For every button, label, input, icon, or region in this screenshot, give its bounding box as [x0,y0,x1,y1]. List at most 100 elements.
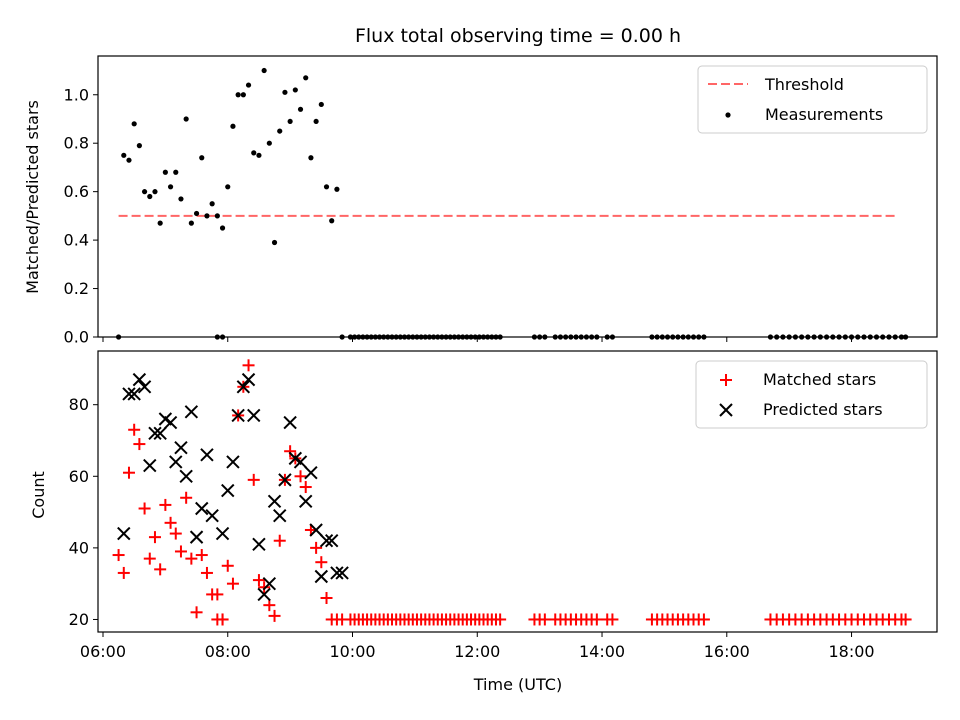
matched-stars-point [221,559,234,572]
matched-stars-point [226,577,239,590]
measurement-point [329,218,335,224]
predicted-stars-point [148,426,162,441]
measurements-legend-marker [725,112,731,118]
matched-stars-point [128,423,141,436]
predicted-stars-point [236,380,251,394]
x-tick-label: 06:00 [80,642,126,661]
measurement-point [209,201,215,207]
measurement-point [204,213,210,219]
x-tick-label: 12:00 [454,642,500,661]
predicted-stars-point [267,494,282,509]
matched-stars-point [180,491,193,504]
measurement-point [230,123,236,129]
matched-stars-point [117,566,130,579]
predicted-stars-point [335,566,349,580]
measurement-point [313,118,319,125]
predicted-stars-point [252,537,266,552]
matched-stars-point [538,613,551,626]
measurement-point [266,140,272,146]
x-tick-label: 16:00 [704,642,750,661]
measurement-point [261,67,267,74]
threshold-legend-label: Threshold [764,75,844,94]
predicted-stars-point [174,440,188,455]
matched-stars-point [154,563,167,576]
predicted-stars-point [189,530,204,544]
matched-stars-point [320,591,333,604]
predicted-stars-point [200,448,214,462]
predicted-stars-point [299,494,313,509]
predicted-stars-point [195,501,209,516]
matched-stars-point [159,498,172,511]
predicted-stars-point [153,426,167,441]
matched-stars-point [242,359,255,372]
x-axis-label: Time (UTC) [473,675,562,694]
x-tick-label: 18:00 [828,642,874,661]
measurement-point [318,101,324,108]
ratio-panel: 0.0 0.2 0.4 0.6 0.8 1.0 Matched/Predicted sta… [23,55,938,347]
predicted-stars-point [221,483,235,498]
matched-stars-point [606,613,619,626]
predicted-stars-point [184,405,199,419]
measurement-point [126,157,132,163]
matched-stars-point [200,566,213,579]
measurement-point [240,92,246,98]
predicted-stars-point [127,387,141,401]
measurement-point [173,169,179,175]
predicted-stars-point [117,526,131,541]
predicted-stars-point [262,576,277,591]
matched-stars-point [294,470,307,483]
count-plot-frame [97,350,938,633]
predicted-stars-point [132,372,147,387]
matched-stars-point [122,466,135,479]
count-panel: 06:00 08:00 10:00 12:00 14:00 16:00 18:00 20 40 6… [29,350,938,694]
measurement-point [287,118,293,125]
measurement-point [147,193,153,200]
matched-stars-point [315,556,328,569]
matched-stars-point [310,541,323,554]
count-legend-box [695,360,928,429]
measurement-point [214,213,220,219]
measurement-point [297,106,304,112]
matched-stars-point [273,534,286,547]
matched-stars-point [148,531,161,544]
matched-stars-point [494,613,507,626]
measurement-point [251,150,257,156]
count-y-tick-label: 40 [69,538,89,557]
matched-stars-point [169,527,182,540]
matched-stars-point [252,574,265,587]
measurement-point [152,189,158,195]
count-legend: Matched stars Predicted stars [695,360,928,429]
matched-stars-point [590,613,603,626]
ratio-plot-frame [97,55,938,338]
matched-stars-point [211,588,224,601]
predicted-stars-point [257,587,271,602]
predicted-stars-point [273,508,287,523]
ratio-y-tick-label: 0.2 [64,279,89,298]
matched-stars-point [268,609,281,622]
matched-stars-point [263,599,276,612]
x-tick-label: 10:00 [329,642,375,661]
measurement-point [219,225,226,231]
measurement-point [245,82,252,88]
predicted-stars-point [137,380,152,394]
predicted-stars-point [215,526,230,541]
measurement-point [277,128,283,134]
measurements-legend-label: Measurements [765,105,883,124]
measurement-point [167,184,174,190]
matched-stars-point [185,552,198,565]
count-y-tick-label: 20 [69,610,89,629]
measurement-point [225,184,231,190]
measurement-point [183,116,189,122]
count-y-axis-label: Count [29,471,48,519]
predicted-stars-point [309,523,323,537]
matched-stars-point [284,445,297,458]
predicted-stars-point [330,566,344,580]
matched-stars-point [216,613,229,626]
predicted-stars-point [231,408,245,423]
matched-stars-point [247,473,260,486]
measurement-point [235,92,241,98]
count-y-tick-label: 60 [69,467,89,486]
matched-stars-point [258,581,271,594]
measurement-point [282,89,288,95]
